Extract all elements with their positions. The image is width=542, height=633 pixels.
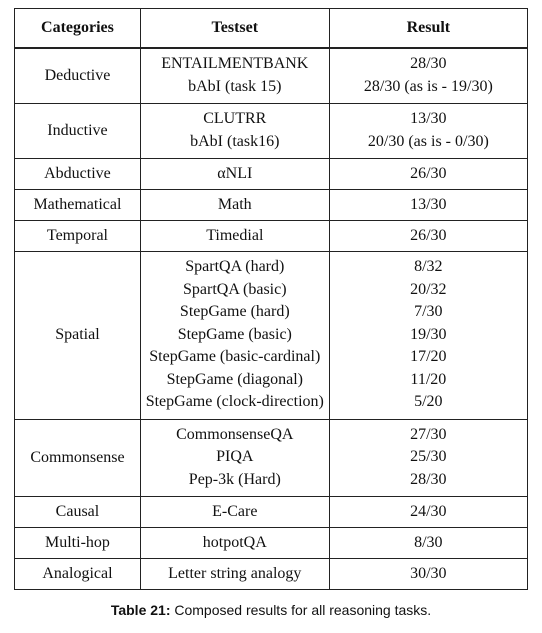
result-value: 26/30 [410, 226, 447, 244]
testset-name: E-Care [212, 502, 258, 520]
result-value: 8/30 [414, 533, 443, 551]
testset-name: StepGame (clock-direction) [145, 393, 324, 410]
testset-name: StepGame (hard) [179, 303, 290, 320]
table-body: Deductive ENTAILMENTBANK bAbI (task 15) 28/… [14, 48, 529, 590]
testset-name: StepGame (diagonal) [166, 370, 303, 388]
header-result: Result [328, 8, 529, 49]
table-row: Mathematical Math 13/30 [14, 189, 529, 221]
testset-name: bAbI (task 15) [188, 77, 282, 95]
category-cell: Analogical [14, 558, 141, 590]
header-testset: Testset [139, 8, 330, 49]
result-value: 20/30 (as is - 0/30) [367, 132, 489, 150]
testset-name: StepGame (basic-cardinal) [149, 348, 321, 365]
result-value: 20/32 [410, 280, 447, 298]
category-cell: Spatial [14, 251, 141, 420]
testset-cell: Timedial [139, 220, 330, 252]
result-value: 27/30 [410, 425, 447, 443]
table-row: Deductive ENTAILMENTBANK bAbI (task 15) 28/… [14, 48, 529, 104]
result-value: 28/30 [410, 55, 447, 72]
category-cell: Abductive [14, 158, 141, 190]
table-row: Causal E-Care 24/30 [14, 496, 529, 528]
result-cell: 8/32 20/32 7/30 19/30 17/20 11/20 5/20 [328, 251, 529, 420]
table-row: Multi-hop hotpotQA 8/30 [14, 527, 529, 559]
testset-cell: ENTAILMENTBANK bAbI (task 15) [139, 48, 330, 104]
result-cell: 13/30 [328, 189, 529, 221]
result-cell: 24/30 [328, 496, 529, 528]
result-value: 7/30 [414, 303, 443, 320]
testset-cell: CLUTRR bAbI (task16) [139, 103, 330, 159]
testset-cell: αNLI [139, 158, 330, 190]
testset-cell: SpartQA (hard) SpartQA (basic) StepGame (h… [139, 251, 330, 420]
testset-name: αNLI [217, 164, 253, 182]
result-value: 17/20 [410, 348, 447, 365]
header-categories: Categories [14, 8, 141, 49]
testset-name: SpartQA (hard) [185, 258, 285, 275]
result-value: 11/20 [410, 370, 447, 388]
result-cell: 8/30 [328, 527, 529, 559]
testset-cell: Letter string analogy [139, 558, 330, 590]
result-cell: 26/30 [328, 220, 529, 252]
category-cell: Deductive [14, 48, 141, 104]
testset-name: Math [217, 195, 252, 213]
result-value: 24/30 [410, 502, 447, 520]
table-row: Analogical Letter string analogy 30/30 [14, 558, 529, 590]
result-value: 19/30 [410, 325, 447, 343]
testset-name: bAbI (task16) [190, 132, 280, 150]
testset-name: CommonsenseQA [176, 425, 294, 443]
category-cell: Multi-hop [14, 527, 141, 559]
category-cell: Inductive [14, 103, 141, 159]
table-row: Spatial SpartQA (hard) SpartQA (basic) Step… [14, 251, 529, 420]
testset-name: Pep-3k (Hard) [188, 470, 281, 488]
table-row: Commonsense CommonsenseQA PIQA Pep-3k (Hard… [14, 419, 529, 497]
results-table: Categories Testset Result Deductive ENTAI… [14, 8, 529, 590]
result-value: 13/30 [410, 110, 447, 127]
caption-text: Composed results for all reasoning tasks… [170, 602, 432, 618]
result-value: 30/30 [410, 564, 447, 582]
testset-name: CLUTRR [203, 110, 267, 127]
result-cell: 28/30 28/30 (as is - 19/30) [328, 48, 529, 104]
category-cell: Commonsense [14, 419, 141, 497]
caption-label: Table 21: [110, 602, 171, 618]
testset-cell: E-Care [139, 496, 330, 528]
result-value: 5/20 [414, 393, 443, 410]
header-row: Categories Testset Result [14, 8, 529, 49]
testset-cell: Math [139, 189, 330, 221]
result-value: 13/30 [410, 195, 447, 213]
table-caption: Table 21: Composed results for all reaso… [0, 602, 542, 618]
result-cell: 13/30 20/30 (as is - 0/30) [328, 103, 529, 159]
result-cell: 26/30 [328, 158, 529, 190]
testset-name: ENTAILMENTBANK [161, 55, 309, 72]
category-cell: Temporal [14, 220, 141, 252]
testset-name: StepGame (basic) [177, 325, 292, 343]
table-row: Inductive CLUTRR bAbI (task16) 13/30 20/30 (… [14, 103, 529, 159]
testset-cell: hotpotQA [139, 527, 330, 559]
testset-name: Letter string analogy [168, 564, 302, 582]
result-value: 26/30 [410, 164, 447, 182]
result-cell: 30/30 [328, 558, 529, 590]
result-cell: 27/30 25/30 28/30 [328, 419, 529, 497]
testset-name: SpartQA (basic) [183, 280, 287, 298]
testset-name: Timedial [206, 226, 264, 244]
testset-cell: CommonsenseQA PIQA Pep-3k (Hard) [139, 419, 330, 497]
result-value: 8/32 [414, 258, 443, 275]
table-row: Abductive αNLI 26/30 [14, 158, 529, 190]
result-value: 28/30 (as is - 19/30) [363, 77, 493, 95]
result-value: 25/30 [410, 448, 447, 465]
table-row: Temporal Timedial 26/30 [14, 220, 529, 252]
category-cell: Causal [14, 496, 141, 528]
testset-name: hotpotQA [202, 533, 267, 551]
testset-name: PIQA [216, 448, 254, 465]
category-cell: Mathematical [14, 189, 141, 221]
result-value: 28/30 [410, 470, 447, 488]
